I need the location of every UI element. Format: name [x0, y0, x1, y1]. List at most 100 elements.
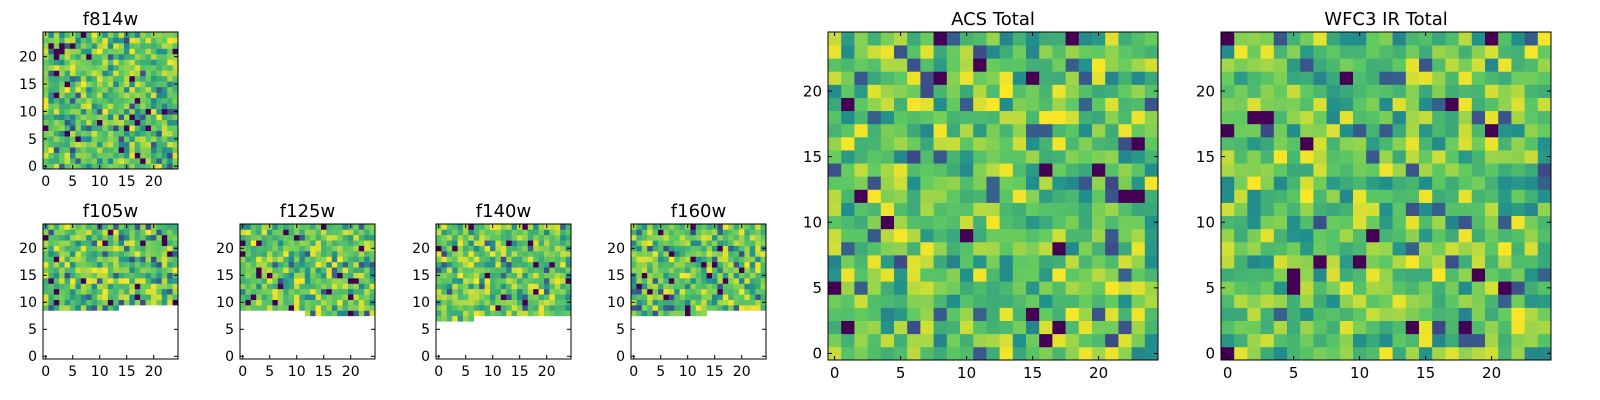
heatmap-cell: [933, 255, 948, 269]
heatmap-cell: [1247, 71, 1261, 85]
heatmap-cell: [1485, 281, 1499, 295]
heatmap-cell: [549, 234, 556, 241]
heatmap-cell: [695, 234, 702, 241]
heatmap-cell: [358, 240, 365, 246]
heatmap-cell: [1498, 123, 1512, 138]
heatmap-cell: [337, 267, 343, 273]
x-tick-label: 5: [265, 364, 274, 380]
heatmap-cell: [113, 119, 119, 126]
heatmap-cell: [353, 229, 360, 236]
heatmap-cell: [749, 272, 756, 279]
heatmap-cell: [554, 294, 561, 300]
heatmap-cell: [310, 245, 316, 252]
heatmap-cell: [973, 202, 987, 217]
heatmap-cell: [59, 86, 65, 93]
heatmap-cell: [1392, 136, 1407, 151]
heatmap-cell: [283, 267, 289, 273]
heatmap-cell: [172, 278, 179, 284]
heatmap-cell: [134, 288, 141, 295]
heatmap-cell: [283, 283, 289, 290]
heatmap-cell: [739, 251, 745, 257]
heatmap-cell: [124, 283, 130, 290]
heatmap-cell: [167, 64, 173, 71]
heatmap-cell: [1300, 123, 1314, 138]
heatmap-cell: [1524, 189, 1539, 203]
heatmap-cell: [894, 97, 908, 112]
y-tick-label: 15: [19, 77, 37, 93]
heatmap-cell: [712, 283, 718, 290]
heatmap-cell: [369, 294, 376, 300]
heatmap-cell: [124, 240, 130, 246]
heatmap-cell: [1026, 346, 1040, 361]
heatmap-cell: [118, 37, 125, 44]
heatmap-cell: [744, 261, 751, 268]
heatmap-cell: [161, 229, 168, 236]
heatmap-cell: [1131, 228, 1146, 243]
heatmap-cell: [973, 320, 987, 335]
heatmap-cell: [685, 272, 691, 279]
heatmap-cell: [999, 58, 1014, 72]
heatmap-cell: [364, 278, 370, 284]
heatmap-cell: [75, 48, 82, 55]
heatmap-cell: [1012, 97, 1027, 112]
heatmap-cell: [1537, 58, 1552, 72]
heatmap-cell: [1012, 320, 1027, 335]
heatmap-cell: [172, 119, 179, 126]
heatmap-cell: [1026, 32, 1040, 46]
heatmap-cell: [59, 288, 65, 295]
heatmap-cell: [337, 278, 343, 284]
heatmap-cell: [722, 267, 729, 273]
heatmap-cell: [64, 240, 71, 246]
heatmap-cell: [641, 256, 648, 263]
heatmap-cell: [701, 288, 707, 295]
heatmap-cell: [495, 224, 502, 230]
heatmap-cell: [457, 315, 464, 322]
heatmap-cell: [134, 158, 141, 164]
heatmap-cell: [717, 283, 724, 290]
heatmap-cell: [288, 272, 295, 279]
heatmap-cell: [140, 86, 146, 93]
heatmap-cell: [1092, 123, 1106, 138]
heatmap-cell: [145, 229, 152, 236]
heatmap-cell: [1392, 71, 1407, 85]
heatmap-cell: [48, 234, 55, 241]
heatmap-cell: [652, 310, 659, 317]
heatmap-cell: [53, 147, 60, 153]
heatmap-cells: [43, 32, 179, 170]
heatmap-cell: [151, 229, 157, 236]
heatmap-cell: [97, 147, 103, 153]
heatmap-cell: [1039, 110, 1053, 125]
heatmap-cell: [500, 234, 507, 241]
heatmap-cell: [161, 283, 168, 290]
heatmap-cell: [1260, 228, 1275, 243]
heatmap-cell: [999, 123, 1014, 138]
heatmap-cell: [107, 141, 114, 148]
heatmap-cell: [321, 288, 327, 295]
heatmap-cell: [1092, 294, 1106, 308]
heatmap-cell: [1326, 176, 1341, 190]
heatmap-cell: [473, 240, 480, 246]
heatmap-cell: [59, 229, 65, 236]
heatmap-cell: [97, 272, 103, 279]
heatmap-cell: [1405, 228, 1420, 243]
heatmap-cell: [999, 255, 1014, 269]
heatmap-cell: [299, 278, 306, 284]
heatmap-cell: [1471, 268, 1486, 282]
heatmap-cell: [53, 261, 60, 268]
heatmap-cell: [156, 81, 163, 88]
heatmap-cell: [679, 224, 686, 230]
heatmap-cell: [867, 71, 882, 85]
heatmap-cell: [64, 81, 71, 88]
heatmap-cell: [124, 267, 130, 273]
heatmap-cell: [760, 224, 767, 230]
heatmap-cell: [712, 272, 718, 279]
heatmap-cell: [733, 240, 740, 246]
x-tick-label: 10: [679, 364, 697, 380]
heatmap-cell: [668, 224, 675, 230]
heatmap-cell: [240, 294, 246, 300]
heatmap-cell: [1247, 176, 1261, 190]
heatmap-cell: [1498, 215, 1512, 230]
heatmap-cell: [1379, 58, 1393, 72]
heatmap-cell: [331, 229, 338, 236]
heatmap-cell: [986, 176, 1000, 190]
